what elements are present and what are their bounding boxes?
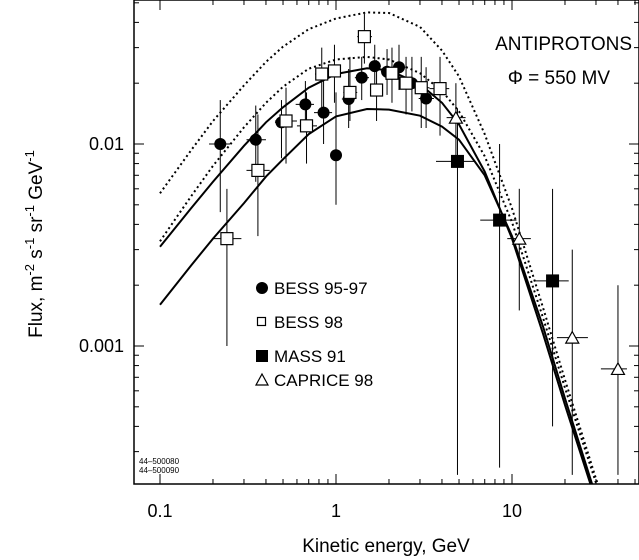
x-tick-label: 10 <box>502 501 522 521</box>
data-point-open-square <box>414 81 428 95</box>
data-point-open-square <box>220 232 234 246</box>
legend-item-bess-95-97: BESS 95-97 <box>256 279 368 298</box>
legend-item-caprice-98: CAPRICE 98 <box>254 371 373 390</box>
y-label-part: GeV <box>26 161 47 205</box>
data-point-open-square <box>343 85 357 100</box>
model-curve-2-dotted <box>159 55 598 484</box>
data-point-open-square <box>315 67 329 81</box>
legend-marker-filled-circle <box>256 282 268 294</box>
legend-item-mass-91: MASS 91 <box>256 347 346 366</box>
legend-marker-filled-square <box>256 350 268 362</box>
y-label-part: s <box>26 249 47 264</box>
data-point-filled-circle <box>214 138 227 150</box>
x-tick-label: 1 <box>331 501 341 521</box>
data-point-open-square <box>433 82 447 96</box>
y-tick-label: 0.001 <box>79 336 124 356</box>
y-label-superscript: -1 <box>22 205 37 217</box>
legend-label: BESS 95-97 <box>274 279 368 298</box>
legend: BESS 95-97 BESS 98 MASS 91 CAPRICE 98 <box>254 279 373 390</box>
data-point-open-square <box>251 163 265 178</box>
data-point-filled-circle <box>420 92 433 105</box>
data-point-open-square <box>327 64 342 78</box>
legend-label: BESS 98 <box>274 313 343 332</box>
x-axis-title: Kinetic energy, GeV <box>302 536 470 557</box>
legend-label: MASS 91 <box>274 347 346 366</box>
y-label-superscript: -2 <box>22 264 37 276</box>
y-axis-title: Flux, m-2 s-1 sr-1 GeV-1 <box>22 150 47 338</box>
y-label-superscript: -1 <box>22 238 37 250</box>
model-curve-4-solid <box>159 107 594 484</box>
data-point-open-square <box>299 119 314 133</box>
legend-label: CAPRICE 98 <box>274 371 373 390</box>
y-tick-label: 0.01 <box>89 134 124 154</box>
legend-marker-open-square <box>256 316 267 327</box>
potential-annotation: Φ = 550 MV <box>508 68 611 89</box>
legend-item-bess-98: BESS 98 <box>256 313 343 332</box>
series-bess-98 <box>212 14 450 346</box>
data-point-filled-circle <box>317 106 330 119</box>
data-point-open-triangle <box>448 110 464 124</box>
y-label-part: sr <box>26 216 47 238</box>
axis-ticks <box>134 0 639 484</box>
data-point-filled-circle <box>249 133 262 146</box>
data-point-filled-square <box>450 154 464 168</box>
data-point-filled-circle <box>299 98 312 111</box>
series-caprice-98 <box>446 83 627 475</box>
legend-marker-open-triangle <box>254 372 270 386</box>
data-point-open-square <box>279 114 293 128</box>
data-point-open-square <box>369 83 384 97</box>
y-label-superscript: -1 <box>22 150 37 162</box>
data-point-filled-circle <box>355 71 368 84</box>
data-point-filled-circle <box>330 149 342 162</box>
model-curves <box>159 11 599 484</box>
series-mass-91 <box>436 108 569 475</box>
data-point-open-triangle <box>511 231 527 245</box>
figure-id-2: 44–500090 <box>139 466 180 475</box>
data-point-open-square <box>385 66 399 80</box>
data-point-open-triangle <box>610 361 626 376</box>
species-annotation: ANTIPROTONS <box>495 34 632 55</box>
data-point-open-square <box>399 76 413 90</box>
model-curve-1-dotted <box>159 11 599 484</box>
y-label-part: Flux, m <box>26 276 47 338</box>
data-point-open-square <box>357 30 372 44</box>
plot-frame <box>133 0 639 485</box>
data-point-open-triangle <box>564 330 580 344</box>
x-tick-label: 0.1 <box>147 501 172 521</box>
data-point-filled-square <box>493 213 507 227</box>
figure-id-1: 44–500080 <box>139 457 180 466</box>
tick-labels: 0.1 1 10 0.001 0.01 <box>79 134 522 521</box>
data-point-filled-circle <box>368 60 381 73</box>
data-points <box>209 14 627 475</box>
data-point-filled-square <box>546 274 560 288</box>
